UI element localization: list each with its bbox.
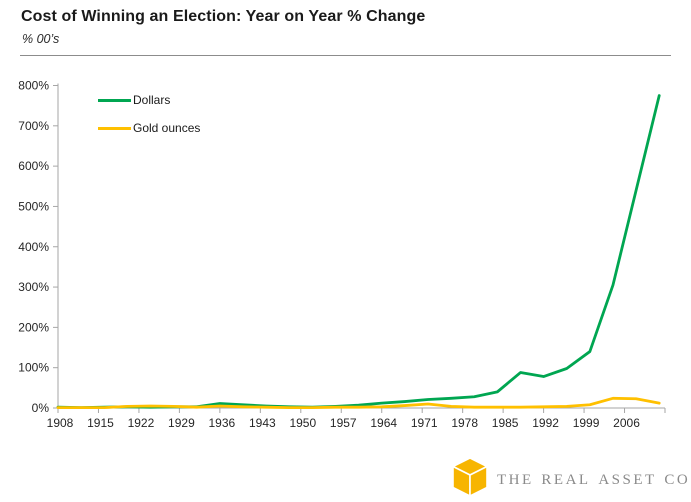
x-tick-label: 2006 xyxy=(613,416,640,430)
x-tick-label: 1929 xyxy=(168,416,195,430)
legend-item-dollars: Dollars xyxy=(98,92,200,108)
brand-name: The Real Asset Co xyxy=(497,464,691,489)
x-tick-label: 1985 xyxy=(492,416,519,430)
legend-item-gold-ounces: Gold ounces xyxy=(98,120,200,136)
x-tick-label: 1999 xyxy=(573,416,600,430)
y-tick-label: 400% xyxy=(18,240,49,254)
legend-label-gold-ounces: Gold ounces xyxy=(133,121,201,135)
gold-ounces-line xyxy=(56,396,661,409)
x-tick-label: 1943 xyxy=(249,416,276,430)
x-tick-label: 1936 xyxy=(209,416,236,430)
x-tick-label: 1978 xyxy=(451,416,478,430)
header-divider xyxy=(20,55,671,56)
x-tick-label: 1922 xyxy=(128,416,155,430)
y-tick-label: 500% xyxy=(18,199,49,213)
legend-label-dollars: Dollars xyxy=(133,93,171,107)
y-tick-label: 800% xyxy=(18,79,49,93)
x-tick-label: 1950 xyxy=(289,416,316,430)
y-tick-label: 600% xyxy=(18,159,49,173)
x-tick-label: 1992 xyxy=(532,416,559,430)
y-tick-label: 300% xyxy=(18,280,49,294)
y-tick-label: 700% xyxy=(18,119,49,133)
x-tick-label: 1908 xyxy=(47,416,74,430)
y-tick-label: 0% xyxy=(32,401,50,415)
chart-subtitle: % 00’s xyxy=(22,32,60,46)
y-tick-label: 200% xyxy=(18,320,49,334)
x-tick-label: 1915 xyxy=(87,416,114,430)
gold-cube-icon xyxy=(452,457,488,497)
x-tick-label: 1964 xyxy=(370,416,397,430)
x-tick-label: 1957 xyxy=(330,416,357,430)
x-tick-label: 1971 xyxy=(411,416,438,430)
dollars-line-swatch-icon xyxy=(98,98,131,102)
chart-legend: Dollars Gold ounces xyxy=(98,92,200,148)
gold-ounces-line-swatch-icon xyxy=(98,126,131,130)
y-tick-label: 100% xyxy=(18,361,49,375)
brand-logo: The Real Asset Co xyxy=(452,457,690,497)
chart-title: Cost of Winning an Election: Year on Yea… xyxy=(21,8,426,25)
